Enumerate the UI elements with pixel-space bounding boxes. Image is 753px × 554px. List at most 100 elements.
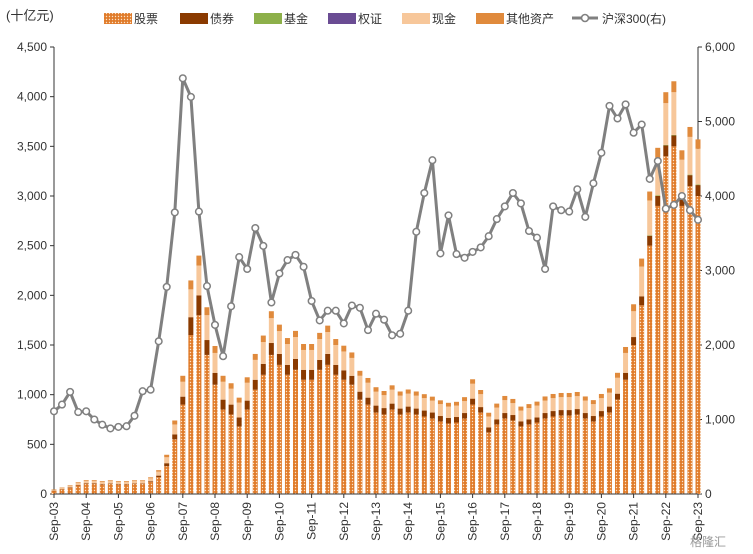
bar-segment-stock	[107, 484, 113, 494]
right-axis: 0 1,000 2,000 3,000 4,000 5,000 6,000	[697, 40, 735, 501]
bar-segment-other	[518, 406, 524, 411]
bar-segment-stock	[582, 418, 588, 494]
left-tick-label: 3,500	[17, 139, 47, 153]
bar-segment-stock	[228, 414, 234, 494]
bar-segment-cash	[615, 377, 620, 394]
bar-segment-stock	[309, 379, 315, 494]
bar-segment-stock	[83, 484, 89, 494]
right-tick-label: 6,000	[705, 40, 735, 54]
bar-segment-other	[236, 397, 242, 403]
bar-segment-other	[470, 379, 476, 384]
bar-segment-other	[598, 393, 604, 399]
bar-segment-other	[164, 454, 170, 458]
bar-segment-bond	[478, 407, 484, 413]
index-point	[589, 179, 598, 188]
stacked-bars	[51, 81, 701, 495]
bar-segment-other	[293, 330, 298, 338]
index-point	[412, 227, 421, 236]
bar-segment-stock	[405, 412, 411, 494]
bar-segment-cash	[655, 157, 661, 196]
index-point	[339, 319, 348, 328]
bar-segment-other	[582, 396, 588, 401]
bar-segment-stock	[252, 389, 258, 494]
index-point	[347, 301, 356, 310]
right-tick-label: 5,000	[705, 115, 735, 129]
x-tick-label: Sep-06	[144, 502, 158, 541]
bar-segment-stock	[317, 369, 323, 494]
bar-segment-stock	[244, 409, 250, 494]
bar-segment-stock	[615, 399, 620, 494]
bar-segment-other	[590, 400, 596, 405]
bar-segment-bond	[389, 403, 395, 410]
bar-segment-other	[244, 377, 250, 383]
bar-segment-bond	[421, 410, 427, 417]
index-point	[90, 415, 99, 424]
bar-segment-other	[542, 396, 548, 401]
left-tick-label: 3,000	[17, 189, 47, 203]
bar-segment-other	[389, 385, 395, 390]
bar-segment-cash	[454, 405, 459, 418]
bar-segment-other	[623, 346, 629, 353]
index-point	[170, 208, 179, 217]
bar-segment-bond	[373, 405, 379, 413]
bar-segment-stock	[389, 409, 395, 494]
bar-segment-cash	[437, 404, 443, 417]
bar-segment-cash	[405, 393, 411, 407]
bar-segment-stock	[429, 418, 435, 494]
bar-segment-bond	[655, 196, 661, 206]
bar-segment-cash	[67, 486, 73, 488]
legend-label-index: 沪深300(右)	[602, 11, 666, 26]
left-tick-label: 1,000	[17, 388, 47, 402]
legend-item-bond: 债券	[180, 11, 234, 26]
legend-label-other: 其他资产	[506, 12, 554, 26]
bar-segment-bond	[582, 413, 588, 419]
bar-segment-other	[123, 481, 129, 482]
index-point	[194, 207, 203, 216]
bar-segment-bond	[317, 359, 323, 370]
index-point	[573, 185, 582, 194]
legend-label-stock: 股票	[134, 12, 158, 26]
bar-segment-cash	[365, 382, 371, 398]
bar-segment-bond	[172, 434, 178, 440]
bar-segment-cash	[647, 200, 653, 236]
bar-segment-cash	[252, 359, 258, 380]
bar-segment-stock	[494, 424, 500, 494]
index-point	[307, 296, 316, 306]
bar-segment-cash	[341, 351, 347, 371]
index-point	[645, 174, 654, 183]
index-point	[516, 199, 525, 208]
bar-segment-stock	[333, 374, 339, 494]
bar-segment-stock	[260, 374, 266, 494]
index-point	[677, 191, 686, 201]
index-point	[492, 215, 501, 224]
bar-segment-cash	[325, 332, 331, 354]
bar-segment-stock	[276, 364, 282, 494]
bar-segment-other	[502, 395, 508, 401]
bar-segment-other	[405, 389, 411, 394]
bar-segment-stock	[671, 146, 677, 495]
x-tick-label: Sep-12	[337, 502, 351, 541]
bar-segment-other	[647, 191, 653, 201]
bar-segment-bond	[687, 175, 693, 187]
bar-segment-bond	[510, 415, 516, 421]
legend-label-cash: 现金	[432, 11, 456, 26]
bar-segment-other	[421, 394, 427, 399]
index-point	[66, 387, 75, 396]
bar-segment-stock	[204, 354, 210, 494]
bar-segment-bond	[486, 427, 492, 433]
legend-item-other: 其他资产	[476, 12, 554, 26]
bar-segment-stock	[212, 384, 218, 494]
bar-segment-bond	[397, 408, 403, 415]
index-point	[210, 320, 220, 329]
index-point	[581, 212, 590, 221]
bar-segment-stock	[413, 414, 419, 494]
bar-segment-bond	[526, 419, 532, 425]
bar-segment-bond	[566, 410, 572, 416]
index-point	[653, 156, 662, 166]
bar-segment-bond	[679, 196, 685, 206]
legend-item-stock: 股票	[104, 12, 158, 26]
index-point	[444, 211, 453, 220]
bar-segment-cash	[204, 315, 210, 341]
index-point	[500, 202, 509, 211]
